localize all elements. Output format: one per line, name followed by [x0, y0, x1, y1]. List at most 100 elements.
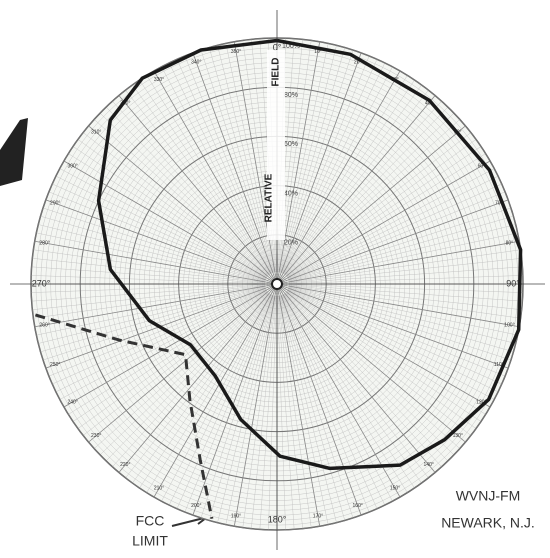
- theta-tick-label: 200°: [191, 503, 201, 509]
- grid-spoke: [276, 199, 509, 285]
- station-label: WVNJ-FM: [456, 488, 521, 504]
- grid-spoke: [276, 283, 466, 443]
- minor-spoke: [146, 294, 271, 493]
- theta-tick-label: 320°: [120, 101, 130, 107]
- minor-spoke: [52, 288, 267, 385]
- minor-spoke: [286, 290, 477, 429]
- minor-spoke: [286, 291, 471, 436]
- theta-tick-label: 120°: [476, 399, 486, 405]
- minor-spoke: [94, 291, 269, 449]
- grid-spoke: [88, 283, 278, 443]
- minor-spoke: [52, 183, 267, 280]
- minor-spoke: [200, 49, 274, 273]
- theta-tick-label: 140°: [424, 462, 434, 468]
- minor-spoke: [285, 291, 460, 449]
- minor-spoke: [286, 290, 482, 422]
- minor-spoke: [283, 293, 422, 484]
- minor-spoke: [288, 287, 514, 352]
- minor-spoke: [288, 266, 523, 284]
- minor-spoke: [281, 294, 378, 509]
- minor-spoke: [112, 292, 270, 467]
- theta-tick-label: 130°: [453, 433, 463, 439]
- minor-spoke: [139, 79, 271, 275]
- minor-spoke: [31, 266, 266, 284]
- minor-spoke: [286, 132, 471, 277]
- minor-spoke: [278, 295, 312, 528]
- grid-spoke: [276, 160, 491, 285]
- grid-spoke: [192, 283, 278, 516]
- minor-spoke: [77, 139, 268, 278]
- grid-spoke: [276, 52, 362, 285]
- minor-spoke: [31, 275, 266, 284]
- minor-spoke: [287, 290, 486, 415]
- minor-spoke: [283, 294, 408, 493]
- grid-spoke: [276, 283, 520, 328]
- minor-spoke: [139, 293, 271, 489]
- minor-spoke: [184, 295, 273, 513]
- antenna-photo-fragment: [0, 118, 28, 186]
- theta-tick-label: 100°: [504, 322, 514, 328]
- minor-spoke: [283, 79, 415, 275]
- grid-spoke: [276, 240, 520, 285]
- minor-spoke: [285, 119, 460, 277]
- minor-spoke: [287, 153, 486, 278]
- theta-tick-label: 290°: [50, 201, 60, 207]
- theta-tick-label: 350°: [231, 49, 241, 55]
- minor-spoke: [31, 284, 266, 302]
- grid-spoke: [276, 125, 466, 285]
- grid-spoke: [276, 283, 321, 527]
- theta-tick-label: 20°: [354, 60, 362, 66]
- grid-spoke: [276, 283, 491, 408]
- theta-tick-label: 110°: [494, 362, 504, 368]
- minor-spoke: [83, 132, 268, 277]
- theta-tick-label: 280°: [39, 240, 49, 246]
- minor-spoke: [38, 286, 266, 344]
- minor-spoke: [277, 295, 295, 530]
- minor-spoke: [59, 168, 267, 279]
- minor-spoke: [32, 258, 266, 283]
- pattern-line: [96, 38, 523, 471]
- minor-spoke: [288, 232, 518, 282]
- minor-spoke: [48, 288, 266, 377]
- minor-spoke: [288, 284, 523, 293]
- grid-spoke: [34, 240, 278, 285]
- minor-spoke: [176, 59, 273, 274]
- minor-spoke: [286, 139, 477, 278]
- minor-spoke: [280, 49, 354, 273]
- grid-spoke: [233, 283, 278, 527]
- minor-spoke: [99, 292, 269, 456]
- theta-tick-label: 170°: [313, 514, 323, 520]
- theta-tick-label: 240°: [67, 399, 77, 405]
- minor-spoke: [288, 216, 514, 281]
- minor-spoke: [288, 191, 506, 280]
- minor-spoke: [288, 285, 521, 319]
- label-band: [267, 50, 285, 240]
- minor-spoke: [288, 285, 522, 310]
- grid-spoke: [153, 283, 278, 498]
- theta-tick-label: 340°: [191, 60, 201, 66]
- minor-spoke: [36, 232, 266, 282]
- minor-spoke: [217, 45, 275, 273]
- minor-spoke: [287, 175, 499, 279]
- minor-spoke: [279, 45, 337, 273]
- field-label: FIELD: [271, 58, 282, 87]
- minor-spoke: [83, 291, 268, 436]
- minor-spoke: [132, 84, 271, 275]
- minor-spoke: [284, 101, 442, 276]
- minor-spoke: [279, 295, 337, 523]
- minor-spoke: [132, 293, 271, 484]
- theta-tick-label: 60°: [478, 163, 486, 169]
- grid-spoke: [153, 70, 278, 285]
- minor-spoke: [287, 289, 495, 400]
- minor-spoke: [288, 275, 523, 284]
- theta-tick-label: 270°: [32, 278, 51, 288]
- minor-spoke: [55, 175, 267, 279]
- grid-spoke: [45, 199, 278, 285]
- minor-spoke: [33, 285, 266, 319]
- minor-spoke: [59, 289, 267, 400]
- grid-spoke: [34, 283, 278, 328]
- minor-spoke: [287, 168, 495, 279]
- fcc-label: FCC: [136, 513, 165, 529]
- minor-spoke: [286, 146, 482, 278]
